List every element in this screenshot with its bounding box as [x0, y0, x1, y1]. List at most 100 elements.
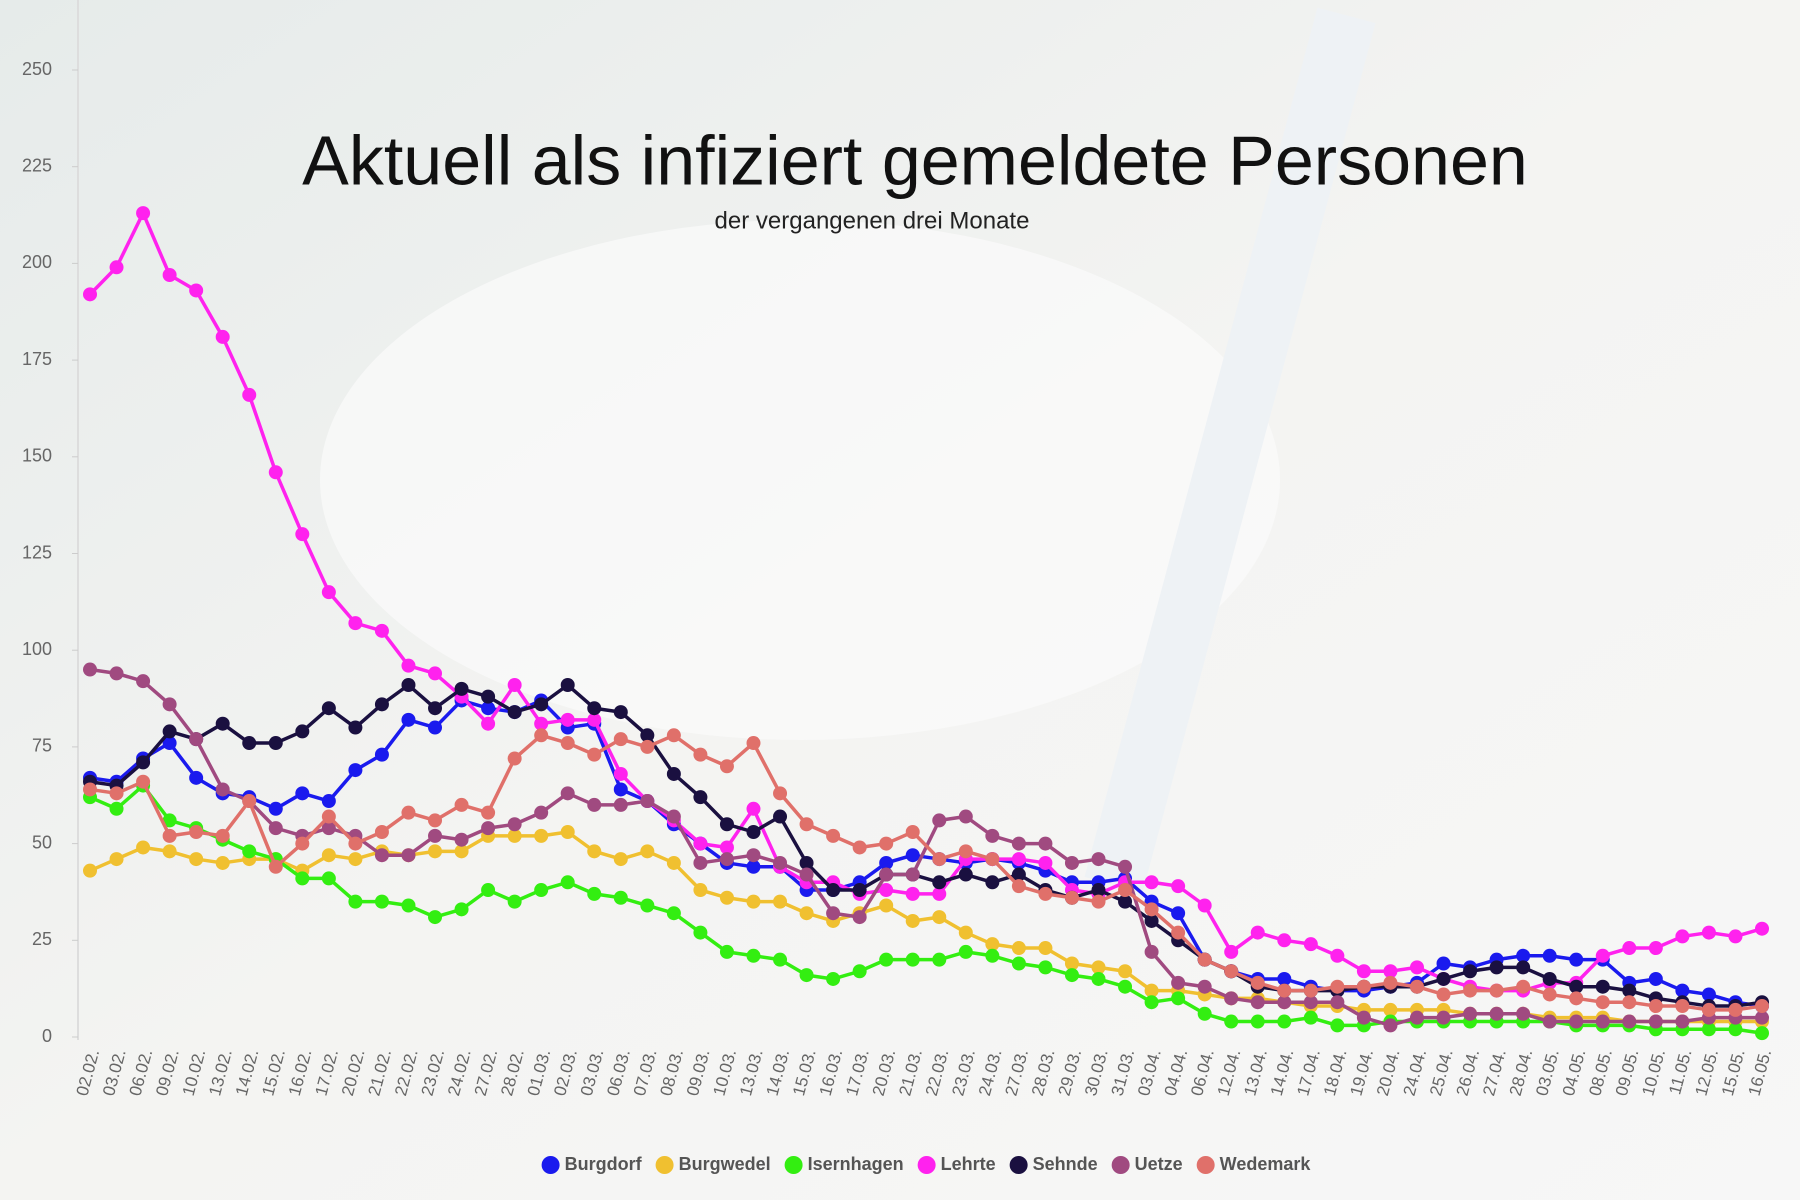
data-point [1595, 948, 1610, 963]
data-point [1144, 902, 1159, 917]
data-point [1383, 964, 1398, 979]
data-point [905, 824, 920, 839]
data-point [428, 828, 443, 843]
data-point [1489, 983, 1504, 998]
data-point [1755, 999, 1769, 1014]
data-point [746, 894, 761, 909]
data-point [640, 844, 655, 859]
legend: Burgdorf Burgwedel Isernhagen Lehrte Sehnde U… [541, 1154, 1311, 1174]
data-point [826, 971, 841, 986]
data-point [481, 716, 496, 731]
data-point [268, 801, 283, 816]
legend-item: Wedemark [1196, 1154, 1311, 1174]
data-point [693, 883, 708, 898]
data-point [985, 828, 1000, 843]
data-point [189, 283, 204, 298]
data-point [1648, 1014, 1663, 1029]
data-point [1250, 975, 1265, 990]
series-line [89, 783, 1763, 1035]
data-point [481, 689, 496, 704]
data-point [746, 948, 761, 963]
data-point [1171, 991, 1186, 1006]
data-point [666, 906, 681, 921]
data-point [1197, 1006, 1212, 1021]
data-point [1409, 979, 1424, 994]
data-point [1383, 1002, 1398, 1017]
series-line [89, 733, 1763, 1012]
data-point [481, 821, 496, 836]
data-point [719, 852, 734, 867]
data-point [1595, 995, 1610, 1010]
data-point [1436, 971, 1451, 986]
legend-item: Isernhagen [784, 1154, 904, 1174]
data-point [109, 666, 124, 681]
data-point [560, 712, 575, 727]
data-point [215, 855, 230, 870]
y-tick-label: 150 [22, 446, 52, 466]
data-point [428, 720, 443, 735]
data-point [242, 794, 257, 809]
data-point [1038, 836, 1053, 851]
data-point [109, 852, 124, 867]
data-point [640, 739, 655, 754]
data-point [879, 855, 894, 870]
data-point [534, 805, 549, 820]
data-point [507, 894, 522, 909]
data-point [746, 848, 761, 863]
data-point [613, 852, 628, 867]
data-point [1171, 879, 1186, 894]
data-point [1011, 941, 1026, 956]
data-point [746, 859, 761, 874]
data-point [640, 794, 655, 809]
legend-label: Burgwedel [679, 1154, 771, 1174]
data-point [1303, 937, 1318, 952]
data-point [374, 747, 389, 762]
data-point [932, 875, 947, 890]
data-point [534, 697, 549, 712]
data-point [295, 527, 310, 542]
data-point [215, 828, 230, 843]
data-point [1463, 964, 1478, 979]
legend-marker [784, 1156, 803, 1174]
data-point [1277, 983, 1292, 998]
data-point [1224, 991, 1239, 1006]
data-point [374, 697, 389, 712]
data-point [879, 883, 894, 898]
data-point [507, 705, 522, 720]
data-point [1356, 964, 1371, 979]
data-point [1436, 1010, 1451, 1025]
data-point [534, 716, 549, 731]
data-point [1144, 944, 1159, 959]
data-point [1728, 929, 1743, 944]
data-point [746, 801, 761, 816]
data-point [666, 728, 681, 743]
data-point [242, 387, 257, 402]
data-point [799, 906, 814, 921]
data-point [1303, 995, 1318, 1010]
data-point [401, 678, 416, 693]
data-point [1356, 1010, 1371, 1025]
data-point [852, 840, 867, 855]
data-point [1064, 968, 1079, 983]
data-point [905, 848, 920, 863]
data-point [401, 658, 416, 673]
data-point [958, 844, 973, 859]
data-point [428, 844, 443, 859]
data-point [799, 817, 814, 832]
background-shape [1084, 7, 1376, 893]
data-point [1436, 956, 1451, 971]
data-point [1701, 1002, 1716, 1017]
data-point [162, 844, 177, 859]
data-point [1330, 948, 1345, 963]
legend-item: Burgwedel [655, 1154, 771, 1174]
data-point [1277, 933, 1292, 948]
y-tick-label: 25 [32, 929, 52, 949]
data-point [1648, 941, 1663, 956]
data-point [666, 809, 681, 824]
data-point [560, 736, 575, 751]
data-point [613, 797, 628, 812]
legend-marker [655, 1156, 674, 1174]
data-point [481, 805, 496, 820]
data-point [136, 840, 151, 855]
